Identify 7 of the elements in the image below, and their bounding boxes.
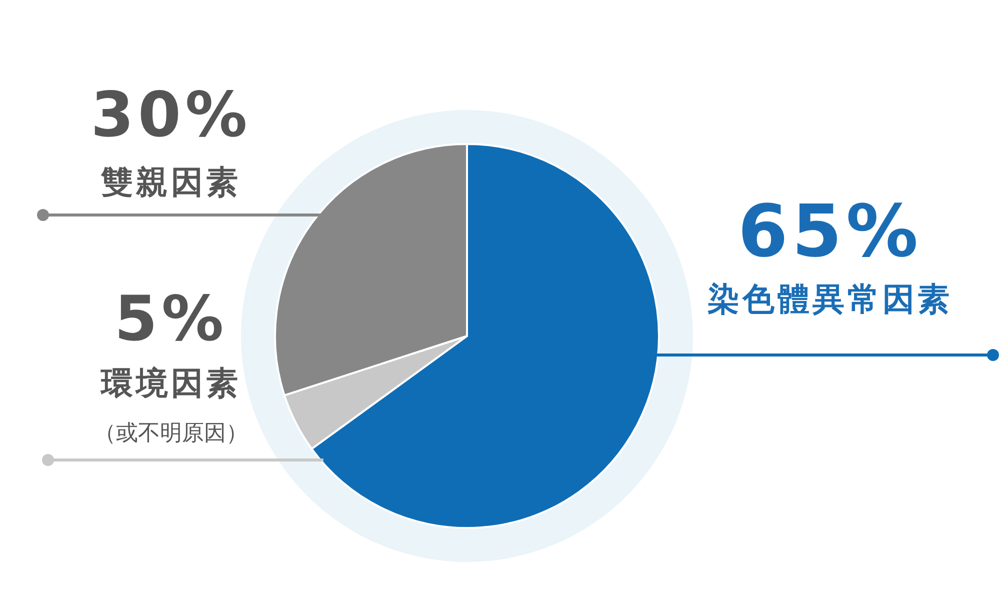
data-label: 30% xyxy=(90,78,252,151)
slice-label: 染色體異常因素 xyxy=(708,280,952,318)
slice-label: 雙親因素 xyxy=(100,163,241,201)
text: （或不明原因） xyxy=(94,421,248,446)
data-label: 65% xyxy=(738,189,922,273)
data-label: 5% xyxy=(114,282,228,355)
slice-label: 環境因素 xyxy=(100,364,241,402)
